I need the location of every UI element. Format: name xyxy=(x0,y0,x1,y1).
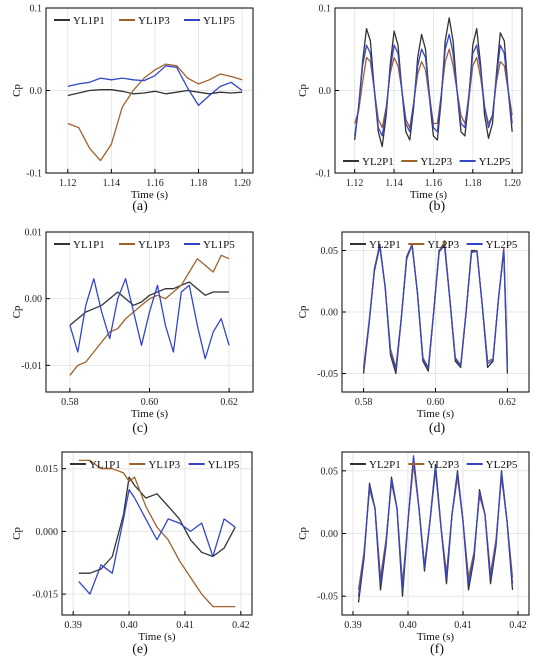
y-tick-label: -0.05 xyxy=(317,592,338,603)
legend-label: YL1P5 xyxy=(203,15,235,27)
chart-panel-4: 0.58 0.60 0.62 -0.05 0.00 0.05 Time (s) Cp YL2P1… xyxy=(297,231,530,436)
x-axis-label: Time (s) xyxy=(131,408,169,420)
legend-label: YL1P3 xyxy=(138,239,170,251)
x-tick-label: 0.62 xyxy=(499,397,517,408)
legend-label: YL1P1 xyxy=(73,239,105,251)
y-tick-label: 0.1 xyxy=(30,4,43,15)
x-tick-label: 0.58 xyxy=(61,397,79,408)
y-tick-label: 0.00 xyxy=(25,294,43,305)
x-tick-label: 1.16 xyxy=(425,178,443,189)
y-tick-label: -0.01 xyxy=(21,361,42,372)
y-tick-label: 0.000 xyxy=(36,527,59,538)
x-axis-label: Time (s) xyxy=(138,631,176,643)
y-axis-label: Cp xyxy=(11,527,23,540)
y-tick-label: 0.0 xyxy=(319,86,332,97)
x-tick-label: 0.41 xyxy=(454,620,472,631)
y-axis-label: Cp xyxy=(297,527,309,540)
x-tick-label: 0.39 xyxy=(344,620,362,631)
legend-label: YL2P1 xyxy=(369,459,401,471)
series-line-yl1p3 xyxy=(67,63,243,162)
x-tick-label: 1.12 xyxy=(346,178,364,189)
y-axis-label: Cp xyxy=(11,305,23,318)
panel-label: (c) xyxy=(132,421,148,436)
panel-label: (a) xyxy=(132,199,148,214)
x-tick-label: 0.40 xyxy=(399,620,417,631)
x-tick-label: 0.42 xyxy=(509,620,527,631)
legend-label: YL2P5 xyxy=(486,459,518,471)
y-tick-label: 0.05 xyxy=(321,466,339,477)
y-tick-label: -0.1 xyxy=(315,169,331,180)
x-tick-label: 1.20 xyxy=(233,178,251,189)
legend-label: YL1P3 xyxy=(148,459,180,471)
legend-label: YL2P5 xyxy=(486,239,518,251)
plot-frame xyxy=(61,451,253,616)
x-tick-label: 1.20 xyxy=(503,178,521,189)
legend-label: YL1P5 xyxy=(208,459,240,471)
y-tick-label: 0.0 xyxy=(30,86,43,97)
legend-label: YL2P3 xyxy=(427,239,459,251)
chart-panel-5: 0.39 0.40 0.41 0.42 -0.015 0.000 0.015 Time (s)… xyxy=(11,451,253,657)
y-tick-label: 0.01 xyxy=(25,228,43,239)
panel-label: (f) xyxy=(430,642,444,657)
series-line-yl1p5 xyxy=(67,65,243,107)
legend-label: YL1P3 xyxy=(138,15,170,27)
y-tick-label: 0.1 xyxy=(319,4,332,15)
x-tick-label: 0.60 xyxy=(141,397,159,408)
series-line-yl2p5 xyxy=(362,244,509,372)
x-tick-label: 0.62 xyxy=(220,397,238,408)
legend-label: YL2P5 xyxy=(479,156,511,168)
chart-panel-1: 1.12 1.14 1.16 1.18 1.20 -0.1 0.0 0.1 Time (s) Cp… xyxy=(11,4,254,214)
legend-label: YL2P3 xyxy=(427,459,459,471)
series-line-yl1p5 xyxy=(78,488,236,595)
x-tick-label: 0.42 xyxy=(232,620,250,631)
series-line-yl2p5 xyxy=(354,33,513,137)
x-tick-label: 0.39 xyxy=(64,620,82,631)
y-tick-label: 0.05 xyxy=(321,246,339,257)
series-line-yl1p1 xyxy=(78,476,236,574)
y-tick-label: 0.015 xyxy=(36,464,59,475)
panel-label: (e) xyxy=(132,642,148,657)
legend-label: YL1P1 xyxy=(89,459,121,471)
y-axis-label: Cp xyxy=(11,84,23,97)
x-tick-label: 1.18 xyxy=(464,178,482,189)
x-axis-label: Time (s) xyxy=(417,408,455,420)
x-tick-label: 1.18 xyxy=(190,178,208,189)
series-line-yl1p3 xyxy=(78,459,236,608)
legend-label: YL2P1 xyxy=(369,239,401,251)
series-line-yl1p3 xyxy=(69,254,230,376)
x-tick-label: 1.16 xyxy=(146,178,164,189)
legend-label: YL2P3 xyxy=(420,156,452,168)
chart-panel-6: 0.39 0.40 0.41 0.42 -0.05 0.00 0.05 Time (s) Cp Y… xyxy=(297,451,530,657)
legend-label: YL1P1 xyxy=(73,15,105,27)
y-tick-label: 0.00 xyxy=(321,308,339,319)
chart-panel-2: 1.12 1.14 1.16 1.18 1.20 -0.1 0.0 0.1 Time (s) Cp… xyxy=(297,4,523,214)
chart-panel-3: 0.58 0.60 0.62 -0.01 0.00 0.01 Time (s) Cp YL1P1… xyxy=(11,228,254,436)
x-tick-label: 1.14 xyxy=(103,178,121,189)
x-axis-label: Time (s) xyxy=(410,189,448,201)
x-tick-label: 0.41 xyxy=(176,620,194,631)
y-tick-label: -0.015 xyxy=(32,590,58,601)
y-tick-label: 0.00 xyxy=(321,529,339,540)
y-tick-label: -0.1 xyxy=(26,169,42,180)
x-axis-label: Time (s) xyxy=(131,189,169,201)
panel-label: (d) xyxy=(429,421,446,436)
legend-label: YL2P1 xyxy=(362,156,394,168)
y-axis-label: Cp xyxy=(297,84,309,97)
panel-label: (b) xyxy=(429,199,446,214)
series-line-yl2p5 xyxy=(357,455,514,597)
x-tick-label: 1.12 xyxy=(59,178,77,189)
x-tick-label: 0.40 xyxy=(120,620,138,631)
series-line-yl2p1 xyxy=(354,17,513,148)
series-line-yl1p1 xyxy=(69,281,230,326)
x-tick-label: 0.60 xyxy=(427,397,445,408)
y-axis-label: Cp xyxy=(297,305,309,318)
y-tick-label: -0.05 xyxy=(317,369,338,380)
series-line-yl2p1 xyxy=(357,457,514,603)
x-tick-label: 1.14 xyxy=(385,178,403,189)
x-axis-label: Time (s) xyxy=(417,631,455,643)
legend-label: YL1P5 xyxy=(203,239,235,251)
series-line-yl1p5 xyxy=(69,278,230,360)
x-tick-label: 0.58 xyxy=(355,397,373,408)
